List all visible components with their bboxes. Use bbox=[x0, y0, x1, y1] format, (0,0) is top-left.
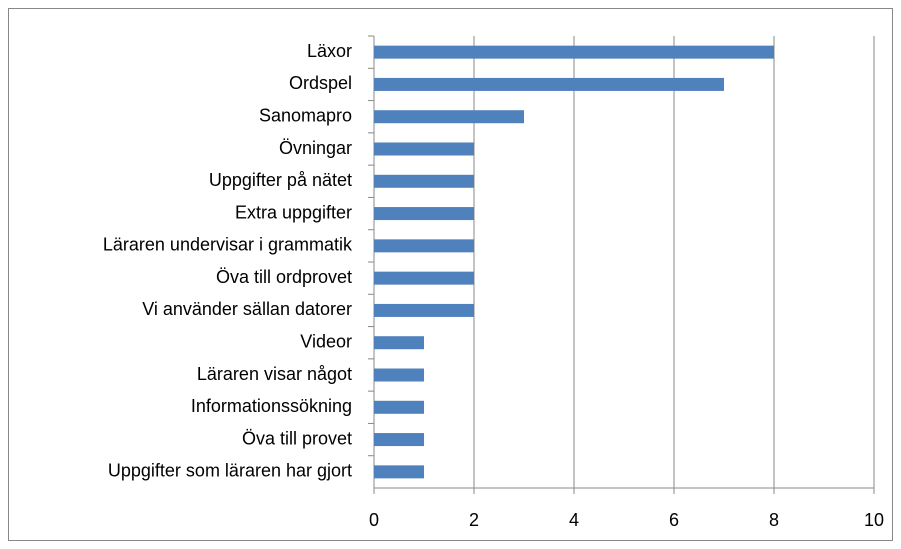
bar bbox=[374, 465, 424, 479]
bar bbox=[374, 368, 424, 382]
bar bbox=[374, 239, 474, 253]
y-tick-label: Läraren undervisar i grammatik bbox=[103, 235, 353, 255]
x-tick-label: 4 bbox=[569, 510, 579, 530]
y-tick-label: Uppgifter som läraren har gjort bbox=[108, 461, 352, 481]
y-tick-label: Videor bbox=[300, 331, 352, 351]
bar bbox=[374, 110, 524, 124]
y-tick-label: Vi använder sällan datorer bbox=[142, 299, 352, 319]
bar bbox=[374, 142, 474, 156]
y-tick-label: Öva till ordprovet bbox=[216, 267, 352, 287]
bar bbox=[374, 207, 474, 221]
y-tick-label: Öva till provet bbox=[242, 428, 352, 448]
y-tick-label: Extra uppgifter bbox=[235, 202, 352, 222]
x-tick-label: 0 bbox=[369, 510, 379, 530]
y-tick-label: Informationssökning bbox=[191, 396, 352, 416]
bar bbox=[374, 336, 424, 350]
x-tick-label: 2 bbox=[469, 510, 479, 530]
y-tick-label: Uppgifter på nätet bbox=[209, 170, 352, 190]
bar bbox=[374, 45, 774, 59]
y-tick-label: Läxor bbox=[307, 41, 352, 61]
bar bbox=[374, 77, 724, 91]
y-tick-label: Sanomapro bbox=[259, 105, 352, 125]
bar bbox=[374, 400, 424, 414]
y-tick-label: Läraren visar något bbox=[197, 364, 352, 384]
bar bbox=[374, 303, 474, 317]
x-tick-label: 8 bbox=[769, 510, 779, 530]
y-tick-label: Ordspel bbox=[289, 73, 352, 93]
bar bbox=[374, 433, 424, 447]
bar bbox=[374, 174, 474, 188]
bar bbox=[374, 271, 474, 285]
y-tick-label: Övningar bbox=[279, 138, 352, 158]
x-tick-label: 10 bbox=[864, 510, 884, 530]
x-tick-label: 6 bbox=[669, 510, 679, 530]
